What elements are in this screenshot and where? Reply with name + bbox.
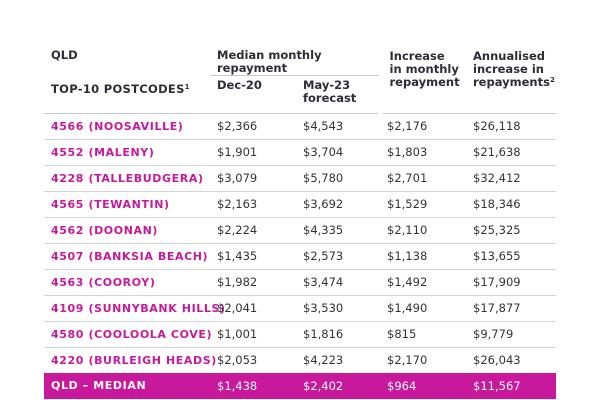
- table-row: 4566 (NOOSAVILLE) $2,366 $4,543 $2,176 $26,1…: [44, 112, 557, 139]
- median-increase-cell: $964: [380, 372, 467, 399]
- increase-cell: $2,110: [380, 216, 467, 243]
- annualised-cell: $17,909: [466, 268, 557, 295]
- dec20-cell: $1,001: [210, 320, 296, 347]
- dec20-cell: $2,366: [210, 112, 296, 139]
- annualised-cell: $18,346: [466, 190, 557, 217]
- table-row: 4565 (TEWANTIN) $2,163 $3,692 $1,529 $18,346: [44, 190, 557, 217]
- may23-forecast-cell: $5,780: [296, 164, 381, 191]
- median-may23-forecast-cell: $2,402: [296, 372, 381, 399]
- increase-cell: $1,492: [380, 268, 467, 295]
- dec20-heading: Dec-20: [217, 78, 262, 92]
- median-postcode-cell: QLD – MEDIAN: [44, 372, 210, 399]
- table-row: 4109 (SUNNYBANK HILLS) $2,041 $3,530 $1,490…: [44, 294, 557, 321]
- dec20-cell: $1,982: [210, 268, 296, 295]
- repayment-table: QLD Median monthly repayment Increase in…: [44, 44, 557, 399]
- median-dec20-cell: $1,438: [210, 372, 296, 399]
- median-monthly-repayment-heading: Median monthly repayment: [210, 44, 381, 76]
- table-header: QLD Median monthly repayment Increase in…: [44, 44, 556, 113]
- dec20-cell: $2,053: [210, 346, 296, 373]
- postcode-cell: 4563 (COOROY): [44, 268, 210, 295]
- increase-cell: $2,176: [380, 112, 467, 139]
- table-row: 4580 (COOLOOLA COVE) $1,001 $1,816 $815 $9,7…: [44, 320, 557, 347]
- dec20-cell: $1,901: [210, 138, 296, 165]
- footnote-1-marker: 1: [184, 82, 190, 91]
- qld-median-row: QLD – MEDIAN $1,438 $2,402 $964 $11,567: [44, 372, 557, 399]
- table-row: 4562 (DOONAN) $2,224 $4,335 $2,110 $25,325: [44, 216, 557, 243]
- increase-cell: $1,803: [380, 138, 467, 165]
- annualised-cell: $26,118: [466, 112, 557, 139]
- table-row: 4228 (TALLEBUDGERA) $3,079 $5,780 $2,701 $32…: [44, 164, 557, 191]
- region-heading: QLD: [51, 48, 78, 62]
- increase-cell: $2,170: [380, 346, 467, 373]
- top10-postcodes-heading: TOP-10 POSTCODES1: [51, 81, 190, 96]
- annualised-cell: $25,325: [466, 216, 557, 243]
- increase-cell: $1,529: [380, 190, 467, 217]
- annualised-cell: $32,412: [466, 164, 557, 191]
- dec20-cell: $2,041: [210, 294, 296, 321]
- annualised-cell: $13,655: [466, 242, 557, 269]
- dec20-cell: $2,163: [210, 190, 296, 217]
- may23-forecast-cell: $3,704: [296, 138, 381, 165]
- table-row: 4563 (COOROY) $1,982 $3,474 $1,492 $17,909: [44, 268, 557, 295]
- table-row: 4552 (MALENY) $1,901 $3,704 $1,803 $21,638: [44, 138, 557, 165]
- table-row: 4220 (BURLEIGH HEADS) $2,053 $4,223 $2,170 $…: [44, 346, 557, 373]
- may23-forecast-cell: $3,474: [296, 268, 381, 295]
- repayment-table-container: QLD Median monthly repayment Increase in…: [44, 44, 557, 399]
- may23-forecast-cell: $3,530: [296, 294, 381, 321]
- may23-forecast-cell: $2,573: [296, 242, 381, 269]
- dec20-cell: $1,435: [210, 242, 296, 269]
- postcode-cell: 4566 (NOOSAVILLE): [44, 112, 210, 139]
- increase-cell: $1,138: [380, 242, 467, 269]
- annualised-cell: $21,638: [466, 138, 557, 165]
- median-annualised-cell: $11,567: [466, 372, 557, 399]
- increase-cell: $1,490: [380, 294, 467, 321]
- may23-forecast-heading: May-23 forecast: [303, 78, 357, 105]
- increase-cell: $2,701: [380, 164, 467, 191]
- postcode-cell: 4562 (DOONAN): [44, 216, 210, 243]
- annualised-increase-heading: Annualised increase in repayments2: [473, 49, 555, 89]
- may23-forecast-cell: $4,223: [296, 346, 381, 373]
- may23-forecast-cell: $3,692: [296, 190, 381, 217]
- postcode-cell: 4507 (BANKSIA BEACH): [44, 242, 210, 269]
- annualised-cell: $9,779: [466, 320, 557, 347]
- postcode-cell: 4220 (BURLEIGH HEADS): [44, 346, 216, 373]
- postcode-cell: 4552 (MALENY): [44, 138, 210, 165]
- increase-monthly-heading: Increase in monthly repayment: [377, 44, 467, 113]
- table-body: 4566 (NOOSAVILLE) $2,366 $4,543 $2,176 $26,1…: [44, 112, 557, 399]
- may23-forecast-cell: $1,816: [296, 320, 381, 347]
- postcode-cell: 4565 (TEWANTIN): [44, 190, 210, 217]
- increase-cell: $815: [380, 320, 467, 347]
- annualised-cell: $26,043: [466, 346, 557, 373]
- dec20-cell: $2,224: [210, 216, 296, 243]
- annualised-cell: $17,877: [466, 294, 557, 321]
- table-row: 4507 (BANKSIA BEACH) $1,435 $2,573 $1,138 $1…: [44, 242, 557, 269]
- postcode-cell: 4228 (TALLEBUDGERA): [44, 164, 210, 191]
- dec20-cell: $3,079: [210, 164, 296, 191]
- postcode-cell: 4580 (COOLOOLA COVE): [44, 320, 212, 347]
- may23-forecast-cell: $4,543: [296, 112, 381, 139]
- postcode-cell: 4109 (SUNNYBANK HILLS): [44, 294, 225, 321]
- footnote-2-marker: 2: [549, 76, 555, 84]
- may23-forecast-cell: $4,335: [296, 216, 381, 243]
